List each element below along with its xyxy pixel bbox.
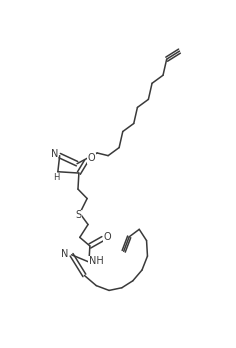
- Text: NH: NH: [88, 256, 103, 267]
- Text: O: O: [88, 153, 95, 163]
- Text: O: O: [104, 231, 112, 242]
- Text: N: N: [61, 249, 68, 259]
- Text: S: S: [76, 211, 82, 220]
- Text: H: H: [53, 173, 59, 182]
- Text: N: N: [51, 149, 58, 159]
